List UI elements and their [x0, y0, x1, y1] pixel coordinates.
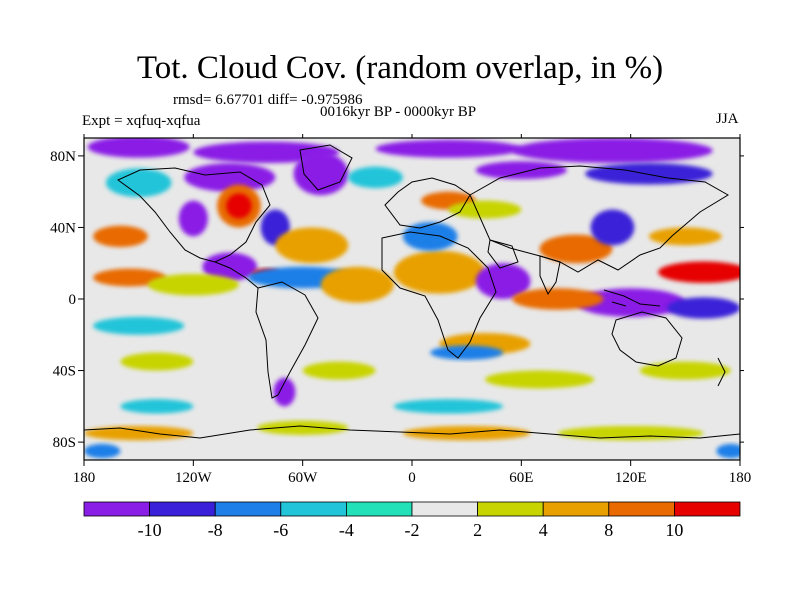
field-blob	[193, 141, 340, 164]
field-blob	[430, 345, 504, 360]
colorbar-swatch	[83, 501, 150, 517]
field-blob	[512, 138, 713, 164]
colorbar-label: 8	[604, 520, 613, 540]
field-blob	[105, 168, 172, 198]
field-blob	[448, 200, 522, 219]
colorbar-label: -8	[208, 520, 223, 540]
colorbar-label: 10	[665, 520, 683, 540]
colorbar-label: -6	[273, 520, 288, 540]
colorbar: -10 -8 -6 -4 -2 2 4 8 10	[83, 501, 741, 540]
field-blob	[375, 139, 522, 158]
colorbar-swatch	[477, 501, 544, 517]
coastlines	[84, 144, 740, 439]
field-blob	[93, 268, 166, 287]
field-blob	[84, 426, 194, 441]
lon-tick-label: 120W	[175, 470, 213, 486]
field-blob	[93, 316, 185, 335]
field-blob	[273, 377, 296, 407]
colorbar-label: 2	[473, 520, 482, 540]
field-blob	[402, 222, 458, 251]
lat-tick-label: 40N	[50, 220, 76, 236]
field-blob	[184, 163, 276, 192]
field-blob	[648, 227, 722, 246]
field-blob	[120, 352, 194, 371]
lon-tick-label: 120E	[615, 470, 647, 486]
map-plot-area: 180 120W 60W 0 60E 120E 180 80N 40N 0 40S 80S	[50, 134, 751, 486]
lat-tick-label: 0	[69, 292, 77, 308]
colorbar-swatch	[214, 501, 282, 517]
colorbar-swatch	[345, 501, 413, 517]
field-blob	[590, 209, 635, 246]
stats-line: rmsd= 6.67701 diff= -0.975986	[173, 92, 363, 108]
colorbar-label: -4	[339, 520, 354, 540]
field-blob	[484, 370, 595, 389]
field-blob	[557, 426, 704, 441]
field-blob	[302, 361, 376, 380]
field-blob	[585, 163, 713, 185]
colorbar-swatch	[149, 501, 216, 517]
field-blob	[512, 288, 604, 310]
colorbar-swatch	[542, 501, 610, 517]
colorbar-swatch	[411, 501, 478, 517]
map-title: Tot. Cloud Cov. (random overlap, in %)	[136, 50, 664, 86]
field-blob	[716, 443, 740, 459]
field-blob	[539, 234, 613, 264]
field-blob	[393, 399, 504, 414]
lon-tick-label: 0	[408, 470, 416, 486]
field-blob	[393, 250, 485, 294]
lat-tick-label: 40S	[53, 364, 76, 380]
lon-tick-label: 180	[729, 470, 752, 486]
field-blob	[120, 399, 194, 414]
field-blob	[658, 261, 740, 283]
field-blob	[202, 252, 258, 282]
field-blob	[320, 266, 394, 303]
field-blob	[576, 288, 686, 317]
period-label: 0016kyr BP - 0000kyr BP	[320, 104, 477, 120]
field-blob	[93, 225, 148, 248]
colorbar-label: -10	[138, 520, 162, 540]
lat-tick-label: 80S	[53, 435, 76, 451]
longitude-axis: 180 120W 60W 0 60E 120E 180	[73, 134, 752, 486]
colorbar-swatch	[674, 501, 741, 517]
cloud-cover-field	[84, 138, 740, 459]
colorbar-swatch	[608, 501, 675, 517]
lon-tick-label: 180	[73, 470, 96, 486]
field-blob	[275, 227, 349, 264]
field-blob	[178, 200, 208, 237]
field-blob	[639, 361, 731, 380]
lon-tick-label: 60E	[509, 470, 533, 486]
colorbar-swatch	[280, 501, 347, 517]
season-label: JJA	[716, 111, 739, 127]
field-blob	[257, 420, 349, 435]
experiment-label: Expt = xqfuq-xqfua	[82, 113, 201, 129]
field-blob	[475, 161, 567, 180]
lat-tick-label: 80N	[50, 149, 76, 165]
field-blob	[667, 297, 740, 319]
colorbar-label: 4	[539, 520, 548, 540]
field-blob	[84, 443, 121, 459]
field-blob	[87, 138, 190, 158]
field-blob	[348, 166, 403, 189]
field-blob	[147, 273, 239, 296]
colorbar-label: -2	[405, 520, 420, 540]
lon-tick-label: 60W	[288, 470, 318, 486]
latitude-axis: 80N 40N 0 40S 80S	[50, 149, 744, 451]
field-blob	[226, 193, 252, 219]
